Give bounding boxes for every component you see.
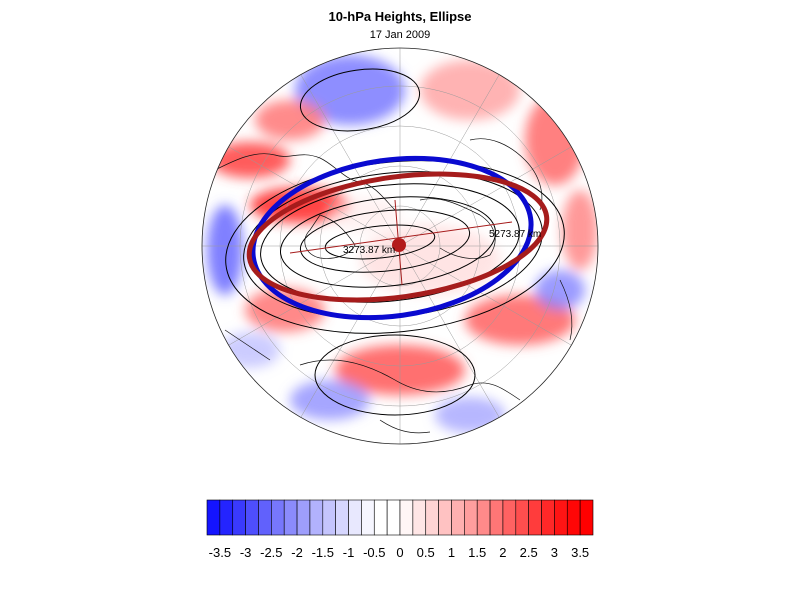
anomaly-blob [330,197,400,233]
colorbar-swatch [219,499,234,536]
colorbar-swatch [399,499,414,536]
figure-date: 17 Jan 2009 [369,29,431,41]
anomaly-blob [435,397,505,433]
colorbar-tick-label: -3 [239,545,252,560]
colorbar-tick-label: -1 [342,545,355,560]
major-axis-length-label: 5273.87 km [489,229,541,240]
colorbar-tick-label: 3.5 [571,545,590,560]
colorbar-swatch [425,499,439,536]
globe-outline [201,47,599,445]
height-contour [260,183,520,303]
ellipse-major-axis [289,221,513,254]
colorbar-swatch [541,499,555,536]
colorbar-swatch [206,499,221,536]
anomaly-blob [295,55,405,125]
height-contour [279,196,497,288]
colorbar-swatch [361,499,375,536]
colorbar-swatch [335,499,349,536]
colorbar-swatch [438,499,452,536]
colorbar-swatch [554,499,568,536]
anomaly-blob [420,60,520,120]
colorbar-tick-label: 2 [499,545,507,560]
figure-title: 10-hPa Heights, Ellipse [328,9,472,24]
colorbar-swatch [271,499,285,536]
colorbar-swatch [476,499,491,536]
colorbar-swatch [245,499,259,536]
colorbar-tick-label: -2 [291,545,303,560]
colorbar-swatch [464,499,478,536]
height-contour [299,68,421,132]
colorbar-swatch [489,499,504,536]
colorbar-swatch [451,499,465,536]
anomaly-blob [562,190,598,270]
colorbar-swatch [386,499,401,536]
minor-axis-length-label: 3273.87 km [343,245,395,256]
vortex-edge-contour [250,155,534,321]
colorbar-swatch [412,499,427,536]
colorbar-swatch [283,499,298,536]
colorbar-swatch [322,499,336,536]
map-globe: 5273.87 km 3273.87 km [201,47,599,445]
colorbar-swatch [232,499,246,536]
colorbar-tick-label: -0.5 [363,545,386,560]
colorbar-swatch [502,499,517,536]
colorbar-tick-label: 3 [550,545,559,560]
colorbar-swatch [296,499,311,536]
fitted-ellipse [246,171,550,303]
colorbar-swatch [309,499,324,536]
anomaly-blob [220,332,280,368]
colorbar-swatch [579,499,594,536]
colorbar-tick-label: 0 [396,545,404,560]
colorbar-tick-label: 2.5 [519,545,538,560]
colorbar-tick-label: 1.5 [468,545,487,560]
colorbar-swatch [566,499,581,536]
vortex-centroid [392,238,406,252]
colorbar-swatch [528,499,542,536]
anomaly-blob [290,380,370,420]
colorbar-swatch [373,499,388,536]
colorbar-tick-label: -2.5 [260,545,283,560]
anomaly-blob [255,100,325,140]
colorbar-tick-label: 0.5 [416,545,435,560]
colorbar [206,499,594,536]
anomaly-blob [245,288,325,332]
anomaly-blob [210,142,290,178]
colorbar-tick-label: -3.5 [208,545,232,560]
colorbar-swatch [258,499,272,536]
anomaly-blob [207,205,243,295]
height-contour [299,209,471,273]
colorbar-swatch [348,499,362,536]
vortex-overlay: 5273.87 km 3273.87 km [246,155,550,321]
anomaly-blob [535,270,585,310]
colorbar-tick-label: -1.5 [311,545,334,560]
height-contour [314,334,476,416]
colorbar-swatch [515,499,529,536]
colorbar-tick-label: 1 [447,545,456,560]
